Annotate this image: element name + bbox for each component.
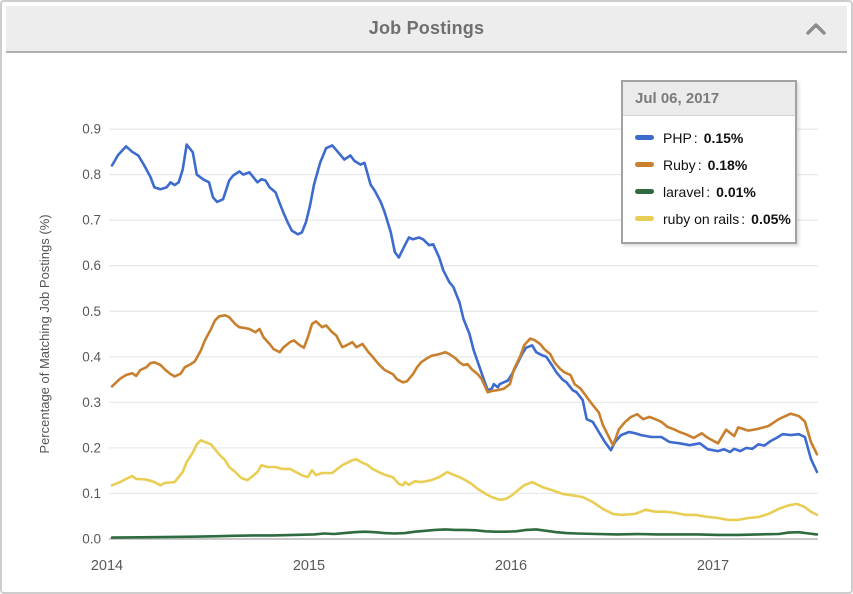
y-tick-label: 0.2 xyxy=(82,440,101,455)
legend-colon: : xyxy=(693,129,698,146)
y-tick-label: 0.4 xyxy=(82,349,101,364)
y-tick-label: 0.0 xyxy=(82,532,101,547)
legend-colon: : xyxy=(706,183,711,200)
y-tick-label: 0.9 xyxy=(82,122,101,137)
x-tick-label: 2015 xyxy=(293,558,325,574)
legend-swatch-icon xyxy=(635,216,654,221)
tooltip-date: Jul 06, 2017 xyxy=(623,82,795,116)
legend-label: Ruby xyxy=(663,156,696,173)
legend-swatch-icon xyxy=(635,162,654,167)
tooltip-legend: PHP:0.15% Ruby:0.18% laravel:0.01% ruby on … xyxy=(623,116,795,242)
legend-colon: : xyxy=(741,210,746,227)
legend-row-php: PHP:0.15% xyxy=(635,124,783,151)
panel-header: Job Postings xyxy=(6,6,847,53)
chart-area: 0.0 0.1 0.2 0.3 0.4 0.5 0.6 0.7 0.8 0.9 2014 2015 20… xyxy=(2,58,851,592)
y-tick-label: 0.3 xyxy=(82,395,101,410)
legend-row-ruby-on-rails: ruby on rails:0.05% xyxy=(635,205,791,232)
legend-colon: : xyxy=(697,156,702,173)
y-tick-label: 0.6 xyxy=(82,258,101,273)
y-tick-label: 0.7 xyxy=(82,213,101,228)
legend-value: 0.05% xyxy=(751,210,791,227)
legend-swatch-icon xyxy=(635,189,654,194)
chart-plot[interactable]: 0.0 0.1 0.2 0.3 0.4 0.5 0.6 0.7 0.8 0.9 2014 2015 20… xyxy=(2,58,851,592)
series-line-laravel xyxy=(110,528,819,539)
legend-label: laravel xyxy=(663,183,705,200)
chevron-up-icon[interactable] xyxy=(801,19,831,39)
y-tick-label: 0.1 xyxy=(82,486,101,501)
y-tick-label: 0.8 xyxy=(82,167,101,182)
series-line-ruby-on-rails xyxy=(110,438,819,522)
panel-title: Job Postings xyxy=(368,18,485,38)
chart-tooltip: Jul 06, 2017 PHP:0.15% Ruby:0.18% laravel:… xyxy=(621,80,797,244)
y-tick-label: 0.5 xyxy=(82,304,101,319)
legend-value: 0.15% xyxy=(703,129,744,146)
legend-label: ruby on rails xyxy=(663,210,740,227)
x-tick-label: 2014 xyxy=(91,558,123,574)
legend-row-laravel: laravel:0.01% xyxy=(635,178,783,205)
y-axis-title: Percentage of Matching Job Postings (%) xyxy=(37,214,52,453)
legend-row-ruby: Ruby:0.18% xyxy=(635,151,783,178)
legend-label: PHP xyxy=(663,129,692,146)
legend-value: 0.18% xyxy=(707,156,748,173)
x-tick-label: 2017 xyxy=(697,558,729,574)
x-tick-label: 2016 xyxy=(495,558,527,574)
series-line-ruby xyxy=(110,313,819,456)
legend-value: 0.01% xyxy=(716,183,756,200)
series-line-php xyxy=(110,143,819,474)
legend-swatch-icon xyxy=(635,135,654,140)
